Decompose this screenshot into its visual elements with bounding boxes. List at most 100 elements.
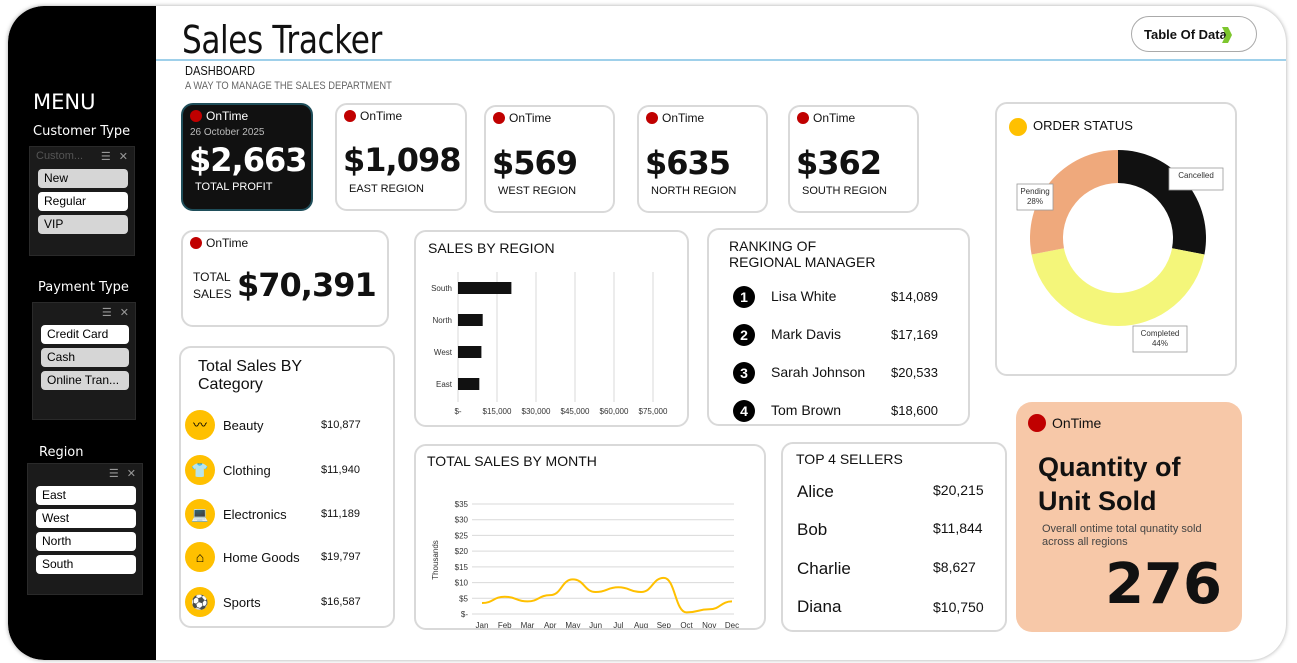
clear-filter-icon[interactable]: ✕ [118,150,128,163]
kpi-value: $635 [645,144,731,182]
seller-name: Charlie [797,559,851,578]
y-tick-label: $25 [455,531,469,540]
x-tick-label: $45,000 [561,407,590,416]
dashboard-subtitle: A WAY TO MANAGE THE SALES DEPARTMENT [185,80,392,92]
slicer-item-regular[interactable]: Regular [38,192,128,211]
kpi-west-region: OnTime $569 WEST REGION [484,105,615,213]
kpi-label: EAST REGION [349,183,424,195]
x-tick-label: Mar [521,621,535,628]
slicer-item-cash[interactable]: Cash [41,348,129,367]
slicer-header: Custom... [36,150,84,162]
kpi-value: $569 [492,144,578,182]
status-dot-icon [797,112,809,124]
table-of-data-button[interactable]: Table Of Data [1131,16,1257,52]
slicer-item-new[interactable]: New [38,169,128,188]
status-dot-icon [190,237,202,249]
laptop-icon: 💻 [185,499,215,529]
list-item: 👕 Clothing $11,940 [185,455,360,485]
x-tick-label: Apr [544,621,557,628]
status-badge: OnTime [646,111,704,125]
quantity-desc-1: Overall ontime total qunatity sold [1042,523,1202,535]
seller-name: Diana [797,597,842,616]
ranking-title-2: REGIONAL MANAGER [729,254,876,270]
quantity-value: 276 [1105,552,1222,617]
x-tick-label: $30,000 [522,407,551,416]
bar [458,282,512,294]
seller-value: $11,844 [933,520,983,536]
sales-by-region-card: SALES BY REGION $- $15,000 $30,000 $45,000 $… [414,230,689,427]
region-slicer: ☰ ✕ East West North South [27,463,143,595]
y-tick-label: $5 [459,594,468,603]
status-badge: OnTime [344,109,402,123]
rank-badge: 1 [733,286,755,308]
category-label: South [431,284,452,293]
multi-select-icon[interactable]: ☰ [101,306,112,319]
status-badge: OnTime [1028,414,1101,432]
arrow-right-icon [1222,27,1232,43]
multi-select-icon[interactable]: ☰ [100,150,111,163]
seller-value: $10,750 [933,599,984,615]
quantity-title-2: Unit Sold [1038,486,1157,516]
quantity-title-1: Quantity of [1038,452,1181,482]
report-date: 26 October 2025 [190,127,265,138]
slicer-item-north[interactable]: North [36,532,136,551]
x-tick-label: $75,000 [639,407,668,416]
bar [458,314,483,326]
order-status-card: ORDER STATUS Cancelled Completed 44% Pendin… [995,102,1237,376]
clear-filter-icon[interactable]: ✕ [126,467,136,480]
slicer-item-south[interactable]: South [36,555,136,574]
tshirt-icon: 👕 [185,455,215,485]
x-tick-label: Nov [702,621,716,628]
rank-badge: 4 [733,400,755,422]
data-label-box [1132,325,1188,353]
kpi-label: NORTH REGION [651,185,737,197]
data-label: Cancelled [1178,171,1214,180]
x-tick-label: $15,000 [483,407,512,416]
status-badge: OnTime [493,111,551,125]
dashboard-label: DASHBOARD [185,63,256,78]
slicer-item-vip[interactable]: VIP [38,215,128,234]
chart-title: TOTAL SALES BY MONTH [427,453,597,469]
ranking-title-1: RANKING OF [729,238,817,254]
multi-select-icon[interactable]: ☰ [108,467,119,480]
list-item: 〰 Beauty $10,877 [185,410,361,440]
kpi-value: $362 [796,144,882,182]
category-card: Total Sales BY Category 〰 Beauty $10,877 👕… [179,346,395,628]
status-badge: OnTime [190,109,248,123]
data-label: 44% [1152,339,1168,348]
list-item: ⌂ Home Goods $19,797 [185,542,361,572]
x-tick-label: Oct [680,621,693,628]
ranking-card: RANKING OF REGIONAL MANAGER 1 Lisa White $… [707,228,970,426]
seller-name: Bob [797,520,828,539]
kpi-north-region: OnTime $635 NORTH REGION [637,105,768,213]
slicer-item-east[interactable]: East [36,486,136,505]
status-dot-icon [1028,414,1046,432]
kpi-south-region: OnTime $362 SOUTH REGION [788,105,919,213]
data-label-box [1016,183,1054,211]
top-sellers-title: TOP 4 SELLERS [796,451,903,467]
header-divider [156,59,1286,61]
x-tick-label: Jul [613,621,623,628]
pie-slice [1031,248,1205,327]
pie-slice [1030,150,1118,255]
kpi-east-region: OnTime $1,098 EAST REGION [335,103,467,211]
clear-filter-icon[interactable]: ✕ [119,306,129,319]
category-label: West [434,348,453,357]
kpi-total-profit: OnTime 26 October 2025 $2,663 TOTAL PROF… [181,103,313,211]
x-tick-label: Sep [657,621,672,628]
status-dot-icon [493,112,505,124]
kpi-label: WEST REGION [498,185,577,197]
quantity-card: OnTime Quantity of Unit Sold Overall ont… [1016,402,1242,632]
series-line [481,576,733,614]
status-dot-icon [190,110,202,122]
slicer-item-online[interactable]: Online Tran... [41,371,129,390]
x-tick-label: Aug [634,621,648,628]
kpi-label: TOTAL PROFIT [195,181,273,193]
payment-type-label: Payment Type [38,280,129,295]
y-tick-label: $10 [455,579,469,588]
slicer-item-west[interactable]: West [36,509,136,528]
page-title: Sales Tracker [182,18,382,62]
kpi-label: SOUTH REGION [802,185,887,197]
slicer-item-credit-card[interactable]: Credit Card [41,325,129,344]
